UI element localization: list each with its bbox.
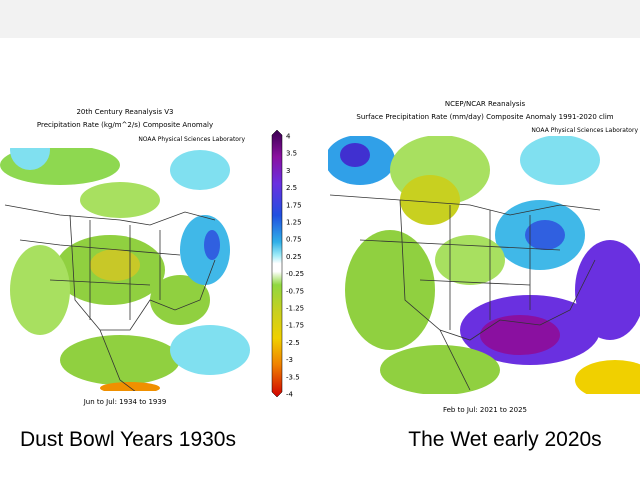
colorbar-label: 1.25 (286, 219, 302, 227)
colorbar-label: -4 (286, 391, 294, 399)
map-credit: NOAA Physical Sciences Laboratory (531, 127, 638, 134)
colorbar-label: -2.5 (286, 339, 300, 347)
colorbar: 4 3.5 3 2.5 1.75 1.25 0.75 0.25 -0.25 -0.75 -1.25 -… (271, 129, 304, 399)
colorbar-label: -0.25 (286, 270, 304, 278)
map-subtitle: Surface Precipitation Rate (mm/day) Comp… (356, 113, 613, 121)
colorbar-label: -3.5 (286, 373, 300, 381)
colorbar-label: 1.75 (286, 201, 302, 209)
colorbar-label: -1.75 (286, 322, 304, 330)
colorbar-label: 2.5 (286, 184, 297, 192)
map-title: 20th Century Reanalysis V3 (76, 108, 173, 116)
colorbar-label: -1.25 (286, 305, 304, 313)
colorbar-label: -3 (286, 356, 293, 364)
colorbar-label: 4 (286, 133, 291, 141)
map-title: NCEP/NCAR Reanalysis (445, 100, 526, 108)
colorbar-label: 3 (286, 167, 290, 175)
caption: Dust Bowl Years 1930s (20, 428, 236, 451)
map-period: Feb to Jul: 2021 to 2025 (443, 406, 527, 414)
colorbar-label: -0.75 (286, 287, 304, 295)
colorbar-label: 0.75 (286, 236, 302, 244)
colorbar-label: 0.25 (286, 253, 302, 261)
map-period: Jun to Jul: 1934 to 1939 (83, 398, 167, 406)
left-map (0, 148, 250, 391)
top-bar (0, 0, 640, 38)
caption: The Wet early 2020s (408, 428, 601, 451)
colorbar-label: 3.5 (286, 150, 297, 158)
right-map (328, 136, 640, 394)
map-subtitle: Precipitation Rate (kg/m^2/s) Composite … (37, 121, 213, 129)
map-credit: NOAA Physical Sciences Laboratory (138, 136, 245, 143)
